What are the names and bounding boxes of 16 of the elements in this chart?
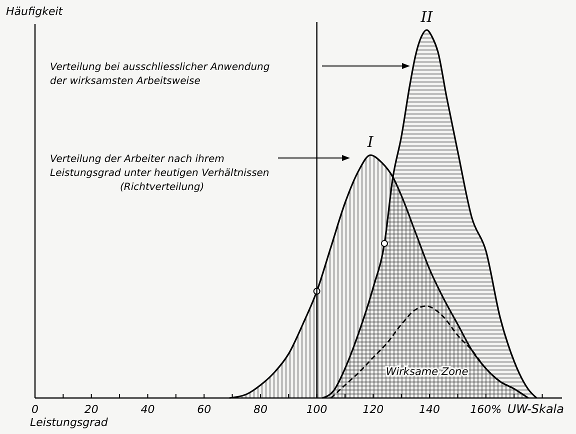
x-tick-label: 160% [470,403,502,416]
x-tick-label: 20 [84,403,98,416]
annotation: Verteilung bei ausschliesslicher Anwendung der wirksamsten Arbeitsweise [50,62,270,87]
series-label: I [366,133,374,152]
series-label: II [420,8,434,26]
x-tick-label: 120 [362,403,384,416]
x-tick-label: 40 [140,403,155,416]
y-axis-title: Häufigkeit [6,5,64,18]
x-tick-label: 60 [197,403,212,416]
x-tick-label: 80 [253,403,268,416]
annotation: Verteilung der Arbeiter nach ihrem Leistungsgrad unter heutigen Verhältnissen (Richtverteilung) [50,154,270,193]
x-tick-label: 0 [32,403,38,416]
x-axis-title: Leistungsgrad [30,416,109,429]
x-tick-label: 100 [306,403,328,416]
x-tick-label: 140 [419,403,440,416]
text: UW-Skala [507,402,564,416]
